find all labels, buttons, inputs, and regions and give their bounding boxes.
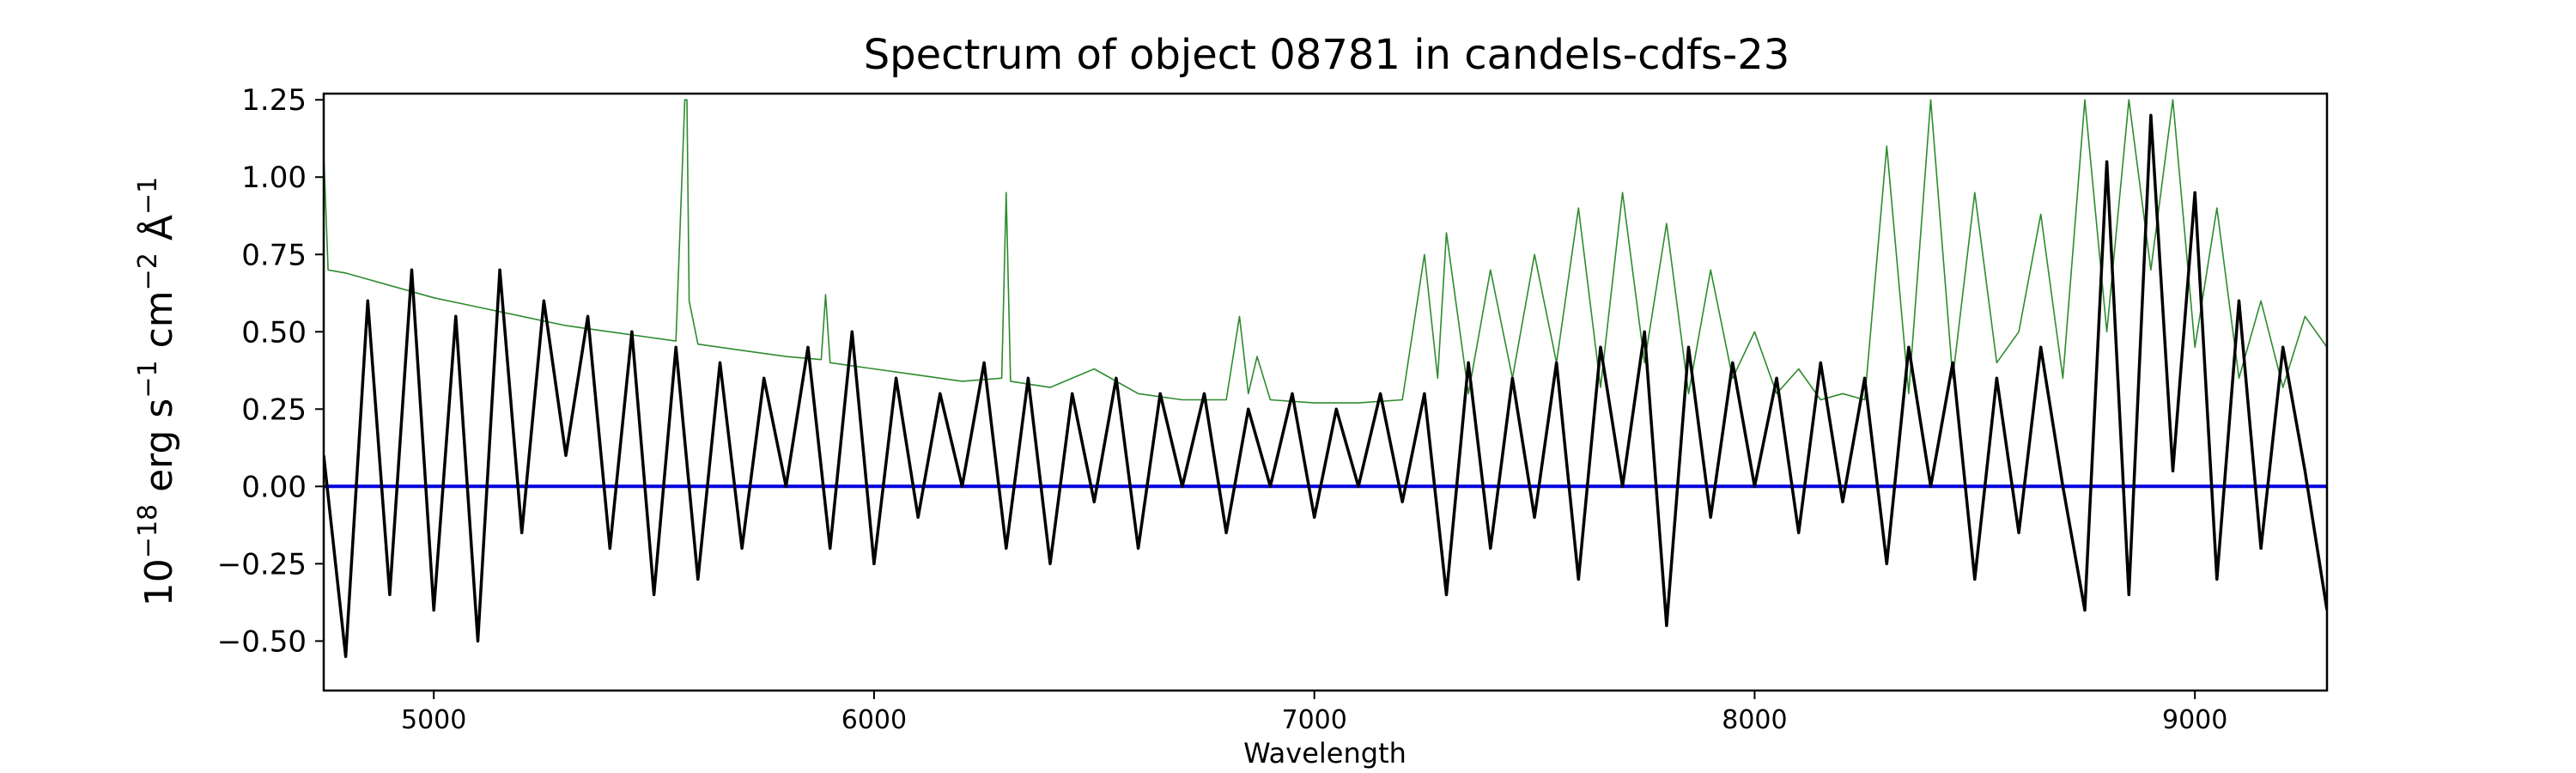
y-label-exp-c: −1 bbox=[133, 177, 163, 215]
x-tick-label: 7000 bbox=[1282, 705, 1347, 735]
y-axis-label: 10−18 erg s−1 cm−2 Å−1 bbox=[133, 177, 181, 606]
chart-title: Spectrum of object 08781 in candels-cdfs… bbox=[864, 31, 1790, 79]
y-tick-label: −0.25 bbox=[217, 547, 307, 581]
y-tick-label: 1.25 bbox=[241, 83, 307, 118]
y-tick-label: 0.75 bbox=[241, 238, 307, 272]
x-tick-label: 6000 bbox=[841, 705, 907, 735]
y-tick-label: 1.00 bbox=[241, 161, 307, 195]
x-axis-label: Wavelength bbox=[1243, 737, 1406, 770]
x-tick-label: 9000 bbox=[2162, 705, 2227, 735]
plot-area bbox=[322, 92, 2329, 692]
y-axis: −0.50 −0.25 0.00 0.25 0.50 0.75 1.00 1.25 bbox=[217, 83, 324, 659]
series-layer bbox=[324, 99, 2327, 659]
y-tick-label: 0.00 bbox=[241, 470, 307, 504]
error-series-line bbox=[324, 99, 2327, 404]
y-tick-label: 0.50 bbox=[241, 315, 307, 350]
flux-series-line bbox=[324, 113, 2327, 659]
y-label-exp-a: −1 bbox=[133, 360, 163, 398]
x-axis: 5000 6000 7000 8000 9000 bbox=[401, 691, 2227, 735]
y-label-unit-c: Å bbox=[136, 215, 181, 253]
x-tick-label: 5000 bbox=[401, 705, 466, 735]
x-tick-label: 8000 bbox=[1722, 705, 1787, 735]
y-label-base: 10 bbox=[137, 558, 181, 606]
y-label-exp: −18 bbox=[133, 504, 163, 558]
y-tick-label: 0.25 bbox=[241, 393, 307, 427]
plot-frame bbox=[322, 92, 2329, 692]
y-label-unit-a: erg s bbox=[137, 399, 181, 504]
y-tick-label: −0.50 bbox=[217, 624, 307, 659]
y-label-exp-b: −2 bbox=[133, 253, 163, 290]
y-label-unit-b: cm bbox=[137, 290, 181, 360]
